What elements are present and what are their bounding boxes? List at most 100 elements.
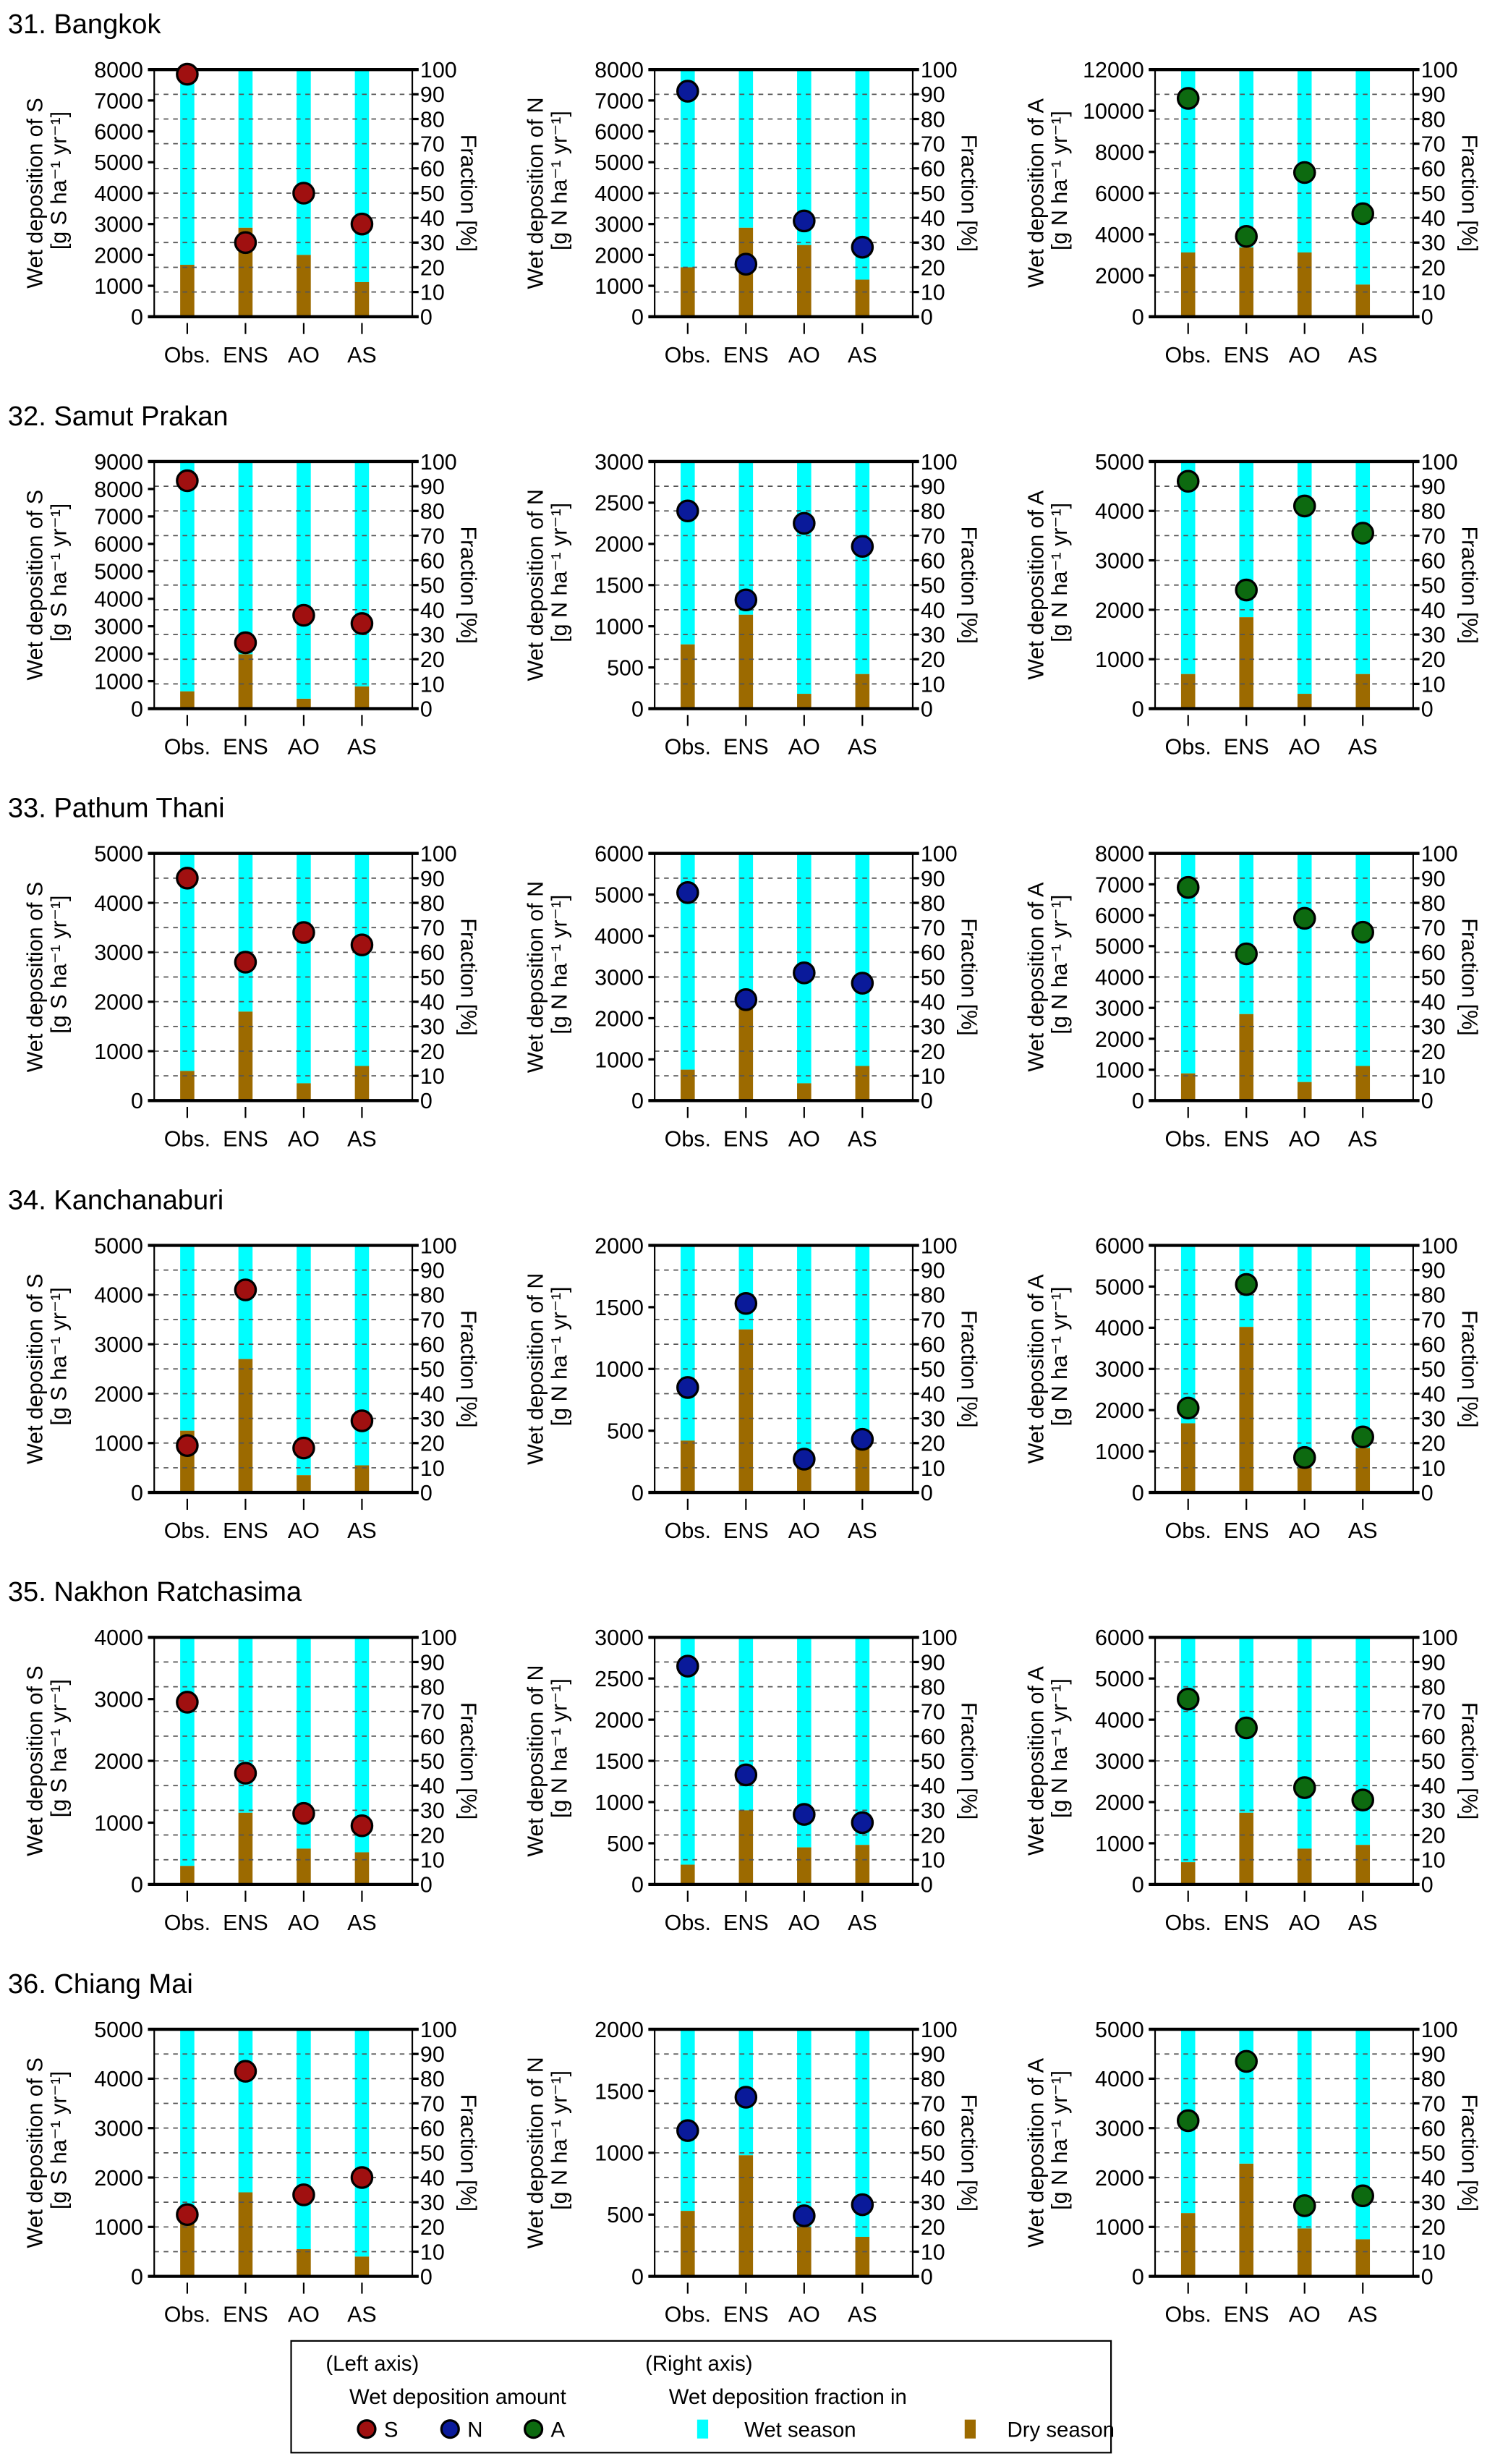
right-tick-label: 100 (921, 450, 958, 475)
right-tick-label: 40 (420, 206, 445, 231)
right-tick-label: 40 (921, 1382, 945, 1406)
category-label: AS (347, 2303, 377, 2327)
right-tick-label: 10 (420, 1456, 445, 1481)
left-tick-label: 3000 (94, 940, 143, 965)
wet-season-bar (180, 853, 195, 1071)
right-tick-label: 40 (420, 1382, 445, 1406)
right-tick-label: 0 (1421, 1089, 1434, 1113)
left-tick-label: 1000 (595, 615, 644, 640)
left-axis-title: Wet deposition of S (23, 2057, 48, 2248)
right-tick-label: 80 (921, 107, 945, 132)
amount-marker-n (676, 80, 699, 103)
legend-right-header: (Right axis) (645, 2352, 752, 2376)
right-tick-label: 40 (1421, 598, 1446, 623)
wet-season-bar (1297, 853, 1312, 1082)
category-label: Obs. (665, 1518, 711, 1543)
left-tick-label: 1000 (1095, 1058, 1144, 1083)
amount-marker-a (1176, 875, 1200, 899)
wet-season-bar (738, 461, 754, 615)
left-axis-unit: [g S ha⁻¹ yr⁻¹] (46, 1287, 71, 1425)
wet-season-bar (797, 1637, 812, 1848)
amount-marker-s (234, 1762, 257, 1785)
right-tick-label: 100 (420, 1626, 457, 1650)
amount-marker-s (350, 1409, 374, 1432)
panel-s: 0100020003000400050000102030405060708090… (23, 842, 481, 1152)
right-axis-title: Fraction [%] (1457, 1702, 1481, 1819)
left-tick-label: 8000 (595, 58, 644, 82)
left-tick-label: 3000 (94, 2117, 143, 2141)
amount-marker-a (1351, 1788, 1375, 1811)
right-tick-label: 40 (1421, 990, 1446, 1015)
dry-season-bar (738, 1008, 754, 1101)
right-tick-label: 70 (921, 2091, 945, 2116)
right-tick-label: 20 (420, 255, 445, 280)
left-axis-title: Wet deposition of A (1024, 1274, 1049, 1464)
left-axis-title: Wet deposition of S (23, 882, 48, 1073)
left-tick-label: 1000 (1095, 2215, 1144, 2240)
right-tick-label: 50 (921, 965, 945, 990)
right-tick-label: 60 (921, 940, 945, 965)
right-tick-label: 70 (921, 916, 945, 940)
right-tick-label: 50 (420, 965, 445, 990)
right-tick-label: 100 (1421, 58, 1458, 82)
right-tick-label: 90 (1421, 2042, 1446, 2067)
category-label: ENS (1224, 343, 1269, 368)
left-tick-label: 2500 (595, 1667, 644, 1691)
right-tick-label: 30 (921, 1798, 945, 1823)
left-axis-title: Wet deposition of N (524, 1273, 548, 1465)
category-label: Obs. (164, 2303, 210, 2327)
right-axis-title: Fraction [%] (956, 918, 981, 1035)
right-tick-label: 90 (420, 475, 445, 499)
right-tick-label: 50 (1421, 965, 1446, 990)
dry-season-bar (1180, 674, 1196, 709)
dry-season-bar (738, 614, 754, 709)
right-axis-title: Fraction [%] (1457, 1310, 1481, 1427)
wet-season-bar (1180, 853, 1196, 1074)
left-tick-label: 5000 (94, 2018, 143, 2042)
category-label: AS (347, 1518, 377, 1543)
right-tick-label: 10 (921, 1064, 945, 1089)
right-tick-label: 10 (420, 1848, 445, 1873)
legend-s-marker (357, 2419, 377, 2439)
left-tick-label: 2000 (1095, 1027, 1144, 1052)
category-label: AS (347, 1126, 377, 1151)
amount-marker-a (1351, 920, 1375, 944)
dry-season-bar (681, 2211, 695, 2277)
dry-season-bar (354, 686, 370, 709)
dry-season-bar (297, 1475, 311, 1493)
wet-season-bar (1297, 1245, 1312, 1468)
dry-season-bar (1355, 1448, 1371, 1493)
panel-n: 0100020003000400050006000700080000102030… (524, 58, 981, 368)
category-label: ENS (223, 2303, 268, 2327)
right-tick-label: 80 (921, 891, 945, 916)
right-tick-label: 20 (1421, 647, 1446, 672)
left-tick-label: 3000 (1095, 548, 1144, 573)
legend-n-label: N (467, 2418, 482, 2442)
panel-s: 0100020003000400050000102030405060708090… (23, 1233, 481, 1543)
category-label: Obs. (665, 343, 711, 368)
panel-n: 0500100015002000250030000102030405060708… (524, 450, 981, 760)
category-label: ENS (1224, 1911, 1269, 1935)
right-tick-label: 90 (1421, 475, 1446, 499)
amount-marker-n (793, 209, 816, 233)
right-tick-label: 20 (921, 647, 945, 672)
left-tick-label: 1500 (595, 1749, 644, 1774)
right-tick-label: 20 (921, 1432, 945, 1456)
right-axis-title: Fraction [%] (456, 918, 481, 1035)
right-tick-label: 0 (921, 2265, 933, 2290)
left-tick-label: 5000 (94, 842, 143, 867)
wet-season-bar (297, 1637, 311, 1849)
right-tick-label: 0 (1421, 1481, 1434, 1505)
right-tick-label: 0 (1421, 305, 1434, 330)
left-tick-label: 3000 (595, 213, 644, 237)
left-tick-label: 4000 (94, 1283, 143, 1308)
dry-season-bar (1239, 1014, 1254, 1101)
left-tick-label: 0 (1132, 1481, 1144, 1505)
category-label: AO (788, 343, 820, 368)
right-tick-label: 10 (1421, 672, 1446, 697)
dry-season-bar (238, 654, 253, 709)
amount-marker-s (292, 921, 315, 944)
right-tick-label: 40 (1421, 1382, 1446, 1406)
category-label: Obs. (1165, 343, 1211, 368)
